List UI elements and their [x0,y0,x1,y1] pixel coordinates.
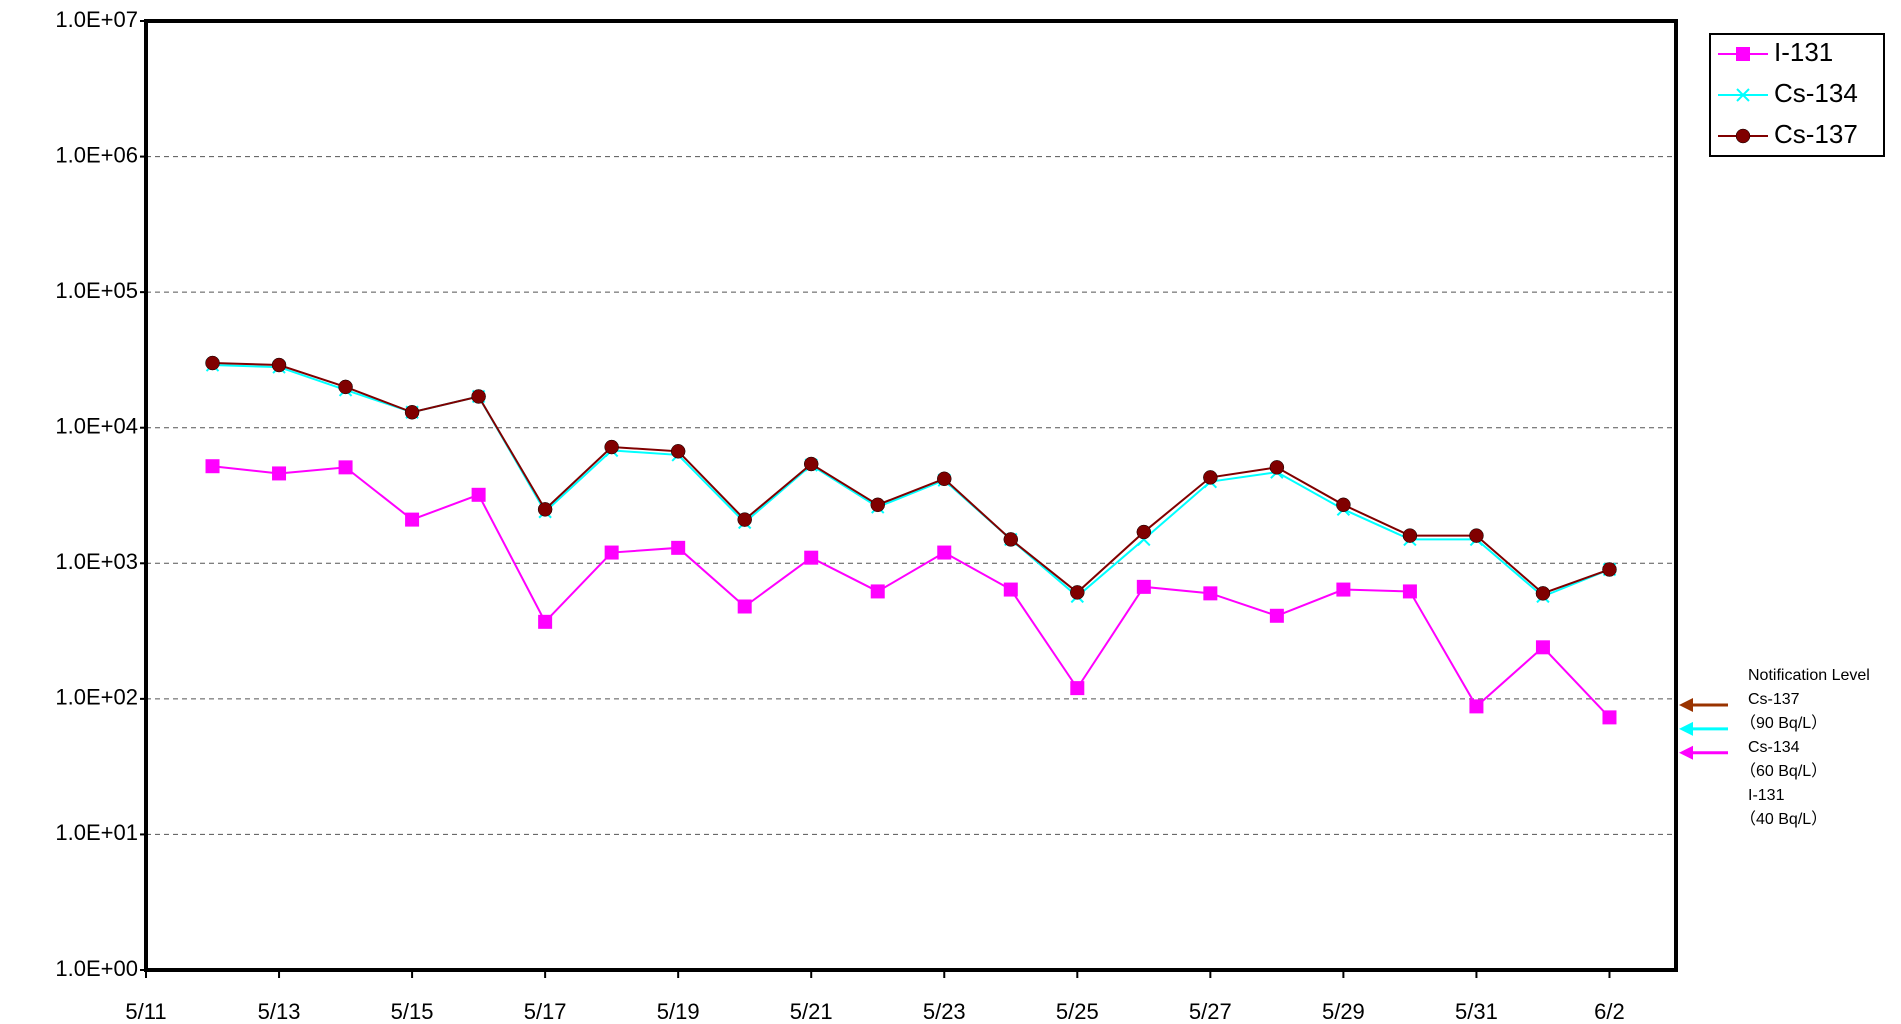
marker [803,456,819,472]
marker [1203,586,1218,601]
x-tick-label: 6/2 [1594,999,1625,1024]
x-tick-label: 5/21 [790,999,833,1024]
marker [937,545,952,560]
marker [205,355,220,371]
legend-label: Cs-134 [1774,78,1858,108]
marker [1535,586,1551,601]
marker [1203,470,1218,485]
note-title: Notification Level [1748,667,1870,684]
marker [1602,710,1617,725]
y-tick-label: 1.0E+04 [55,414,138,439]
marker [1535,640,1550,655]
marker [205,459,220,474]
marker [604,545,619,560]
note-arrow [1679,745,1728,760]
note-name: Cs-134 [1748,739,1800,756]
marker [338,460,353,475]
y-tick-label: 1.0E+00 [55,956,138,981]
marker [937,471,952,487]
marker [1602,562,1617,577]
series [205,355,1617,601]
marker [1402,584,1417,599]
marker [1003,582,1018,597]
plot-frame [144,19,1678,972]
series [205,459,1617,725]
arrow-head [1679,745,1693,760]
note-arrow [1679,721,1728,736]
marker [870,497,885,513]
arrow-head [1679,721,1693,736]
marker [1269,460,1285,475]
y-tick-label: 1.0E+06 [55,142,138,167]
marker [804,550,819,565]
marker [471,389,486,404]
marker [1469,699,1484,714]
legend-marker [1736,47,1750,61]
marker [1336,497,1351,513]
arrow-head [1679,698,1693,713]
y-tick-label: 1.0E+05 [55,278,138,303]
legend-marker [1735,128,1751,144]
marker [271,357,287,373]
note-label: （40 Bq/L） [1740,810,1827,828]
x-tick-label: 5/31 [1455,999,1498,1024]
marker [737,512,752,527]
x-tick-label: 5/29 [1322,999,1365,1024]
marker [537,502,553,517]
note-name: I-131 [1748,787,1785,804]
marker [1136,524,1152,540]
marker [671,540,686,555]
note-label: （90 Bq/L） [1740,714,1827,732]
marker [272,466,287,481]
x-tick-label: 5/25 [1056,999,1099,1024]
y-tick-label: 1.0E+01 [55,820,138,845]
series [205,358,1617,604]
legend-marker [1736,88,1750,102]
x-tick-label: 5/11 [125,999,166,1024]
x-tick-label: 5/23 [923,999,966,1024]
legend-label: Cs-137 [1774,119,1858,149]
marker [670,444,686,459]
legend-label: I-131 [1774,37,1833,67]
marker [404,405,420,420]
marker [1070,681,1085,696]
marker [1136,579,1151,594]
marker [737,599,752,614]
marker [405,512,420,527]
marker [1003,532,1019,547]
marker [604,439,619,455]
marker [471,487,486,502]
marker [1469,528,1484,543]
note-name: Cs-137 [1748,691,1800,708]
marker [1269,608,1284,623]
series-line [212,465,1611,719]
x-tick-label: 5/27 [1189,999,1232,1024]
marker [338,379,353,395]
x-tick-label: 5/19 [657,999,700,1024]
marker [1336,582,1351,597]
marker [870,584,885,599]
y-tick-label: 1.0E+07 [55,7,138,32]
y-tick-label: 1.0E+02 [55,685,138,710]
marker [1070,585,1085,600]
series-line [212,364,1610,598]
marker [538,614,553,629]
note-arrow [1679,698,1728,713]
x-tick-label: 5/15 [391,999,434,1024]
x-tick-label: 5/17 [524,999,567,1024]
marker [1402,528,1418,543]
y-tick-label: 1.0E+03 [55,549,138,574]
note-label: （60 Bq/L） [1740,762,1827,780]
series-line [212,362,1610,595]
x-tick-label: 5/13 [258,999,301,1024]
